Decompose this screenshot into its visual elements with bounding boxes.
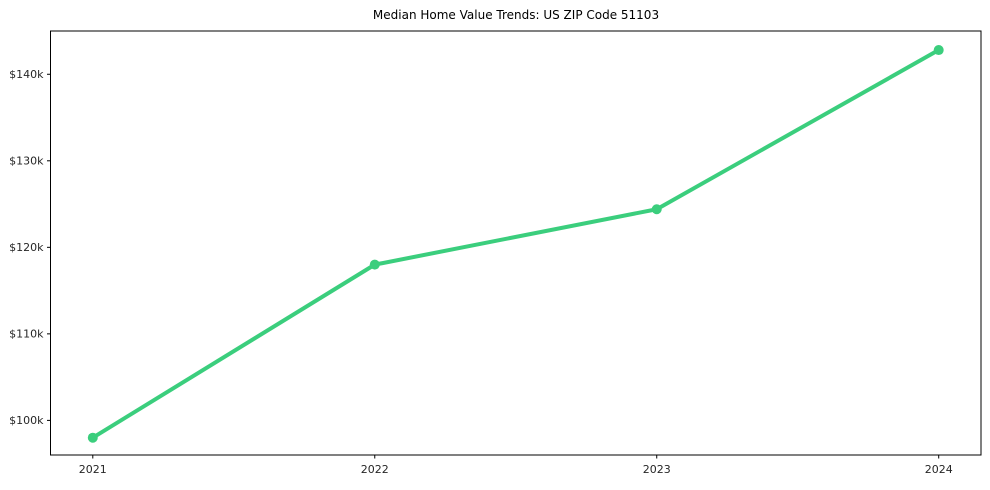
- series-line: [90, 48, 941, 440]
- chart-title: Median Home Value Trends: US ZIP Code 51…: [372, 8, 660, 22]
- x-tick-label: 2024: [925, 463, 953, 476]
- y-tick-label: $130k: [9, 155, 44, 168]
- plot-border: [50, 30, 982, 456]
- x-tick-label: 2022: [361, 463, 389, 476]
- data-point-marker: [651, 204, 662, 215]
- y-tick-label: $110k: [9, 328, 44, 341]
- axes-group: [50, 30, 982, 456]
- data-point-marker: [87, 432, 98, 443]
- y-axis-ticks: $100k $110k $120k $130k $140k: [9, 68, 51, 427]
- y-tick-label: $120k: [9, 241, 44, 254]
- y-tick-label: $140k: [9, 68, 44, 81]
- series-group: [87, 45, 944, 443]
- x-tick-label: 2021: [79, 463, 107, 476]
- x-tick-label: 2023: [643, 463, 671, 476]
- data-point-marker: [369, 259, 380, 270]
- x-axis-ticks: 2021 2022 2023 2024: [79, 455, 953, 476]
- data-point-marker: [933, 45, 944, 56]
- y-tick-label: $100k: [9, 414, 44, 427]
